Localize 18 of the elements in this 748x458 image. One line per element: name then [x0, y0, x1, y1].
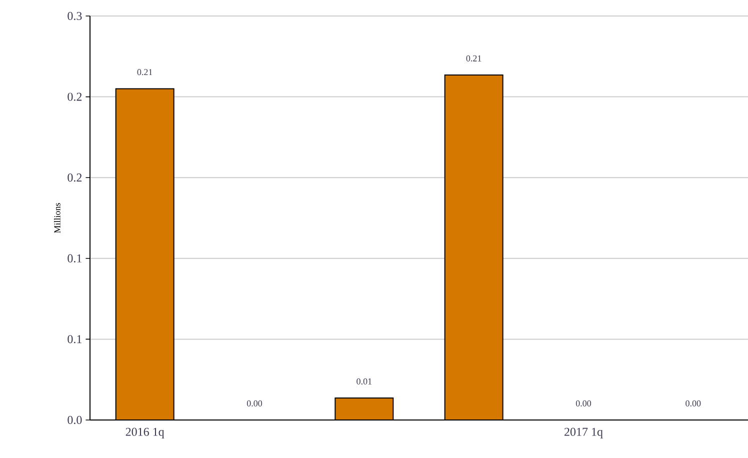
- x-tick-label: 2016 1q: [126, 428, 164, 438]
- y-tick-label: 0.0: [68, 416, 82, 424]
- y-tick-label: 0.3: [68, 12, 82, 20]
- bar: [444, 74, 503, 420]
- data-label: 0.21: [466, 55, 482, 62]
- y-tick-label: 0.2: [68, 92, 82, 101]
- x-tick-label: 2017 1q: [564, 428, 603, 438]
- y-axis-title: Millions: [54, 203, 60, 233]
- data-label: 0.01: [356, 378, 372, 384]
- y-tick-label: 0.1: [68, 335, 82, 344]
- y-tick-label: 0.2: [68, 174, 82, 182]
- bar: [116, 88, 174, 420]
- data-label: 0.00: [686, 400, 701, 406]
- y-tick-label: 0.1: [68, 254, 82, 262]
- data-label: 0.00: [576, 400, 592, 406]
- bar: [335, 398, 394, 420]
- data-label: 0.21: [137, 69, 152, 76]
- data-label: 0.00: [246, 400, 262, 406]
